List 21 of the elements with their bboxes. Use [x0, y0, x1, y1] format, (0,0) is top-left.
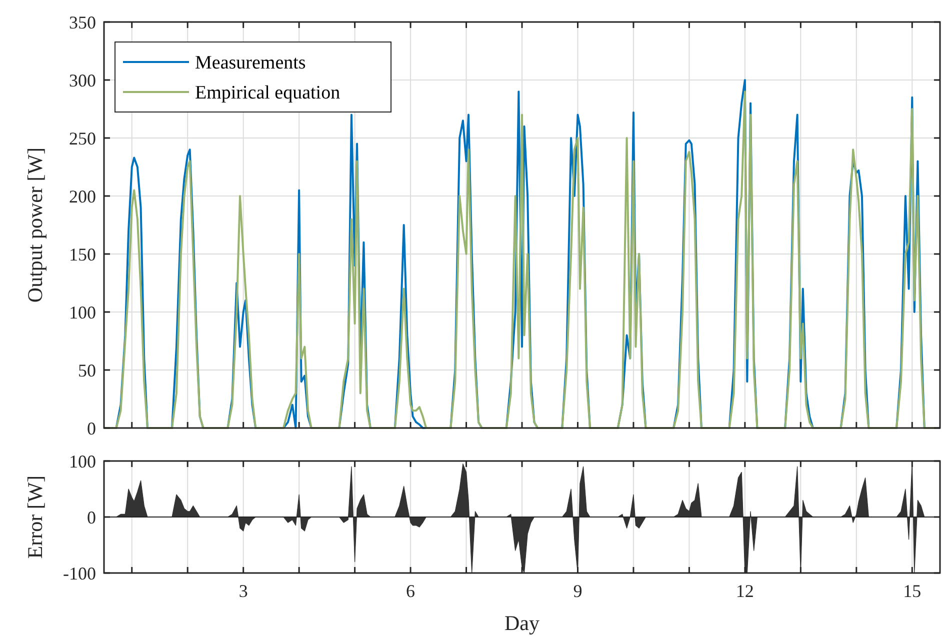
- y-tick-label: 0: [87, 418, 96, 438]
- y-tick-label: 0: [87, 507, 96, 528]
- y-tick-label: 150: [69, 244, 96, 264]
- x-axis-title: Day: [504, 611, 540, 635]
- x-tick-label: 12: [736, 581, 754, 601]
- y-axis-title: Output power [W]: [23, 147, 47, 303]
- legend-label: Measurements: [195, 52, 306, 74]
- x-tick-label: 9: [573, 581, 582, 601]
- x-tick-label: 3: [238, 581, 248, 601]
- y-tick-label: -100: [63, 563, 96, 584]
- y-tick-label: 50: [78, 360, 96, 380]
- legend-label: Empirical equation: [195, 82, 341, 104]
- y-tick-label: 250: [69, 128, 96, 148]
- x-tick-label: 6: [406, 581, 416, 601]
- y-axis-title: Error [W]: [23, 475, 47, 559]
- y-tick-label: 350: [69, 12, 96, 32]
- y-tick-label: 300: [69, 70, 96, 90]
- y-tick-label: 100: [69, 451, 96, 472]
- y-tick-label: 100: [69, 302, 96, 322]
- x-tick-label: 15: [903, 581, 922, 601]
- y-tick-label: 200: [69, 186, 96, 206]
